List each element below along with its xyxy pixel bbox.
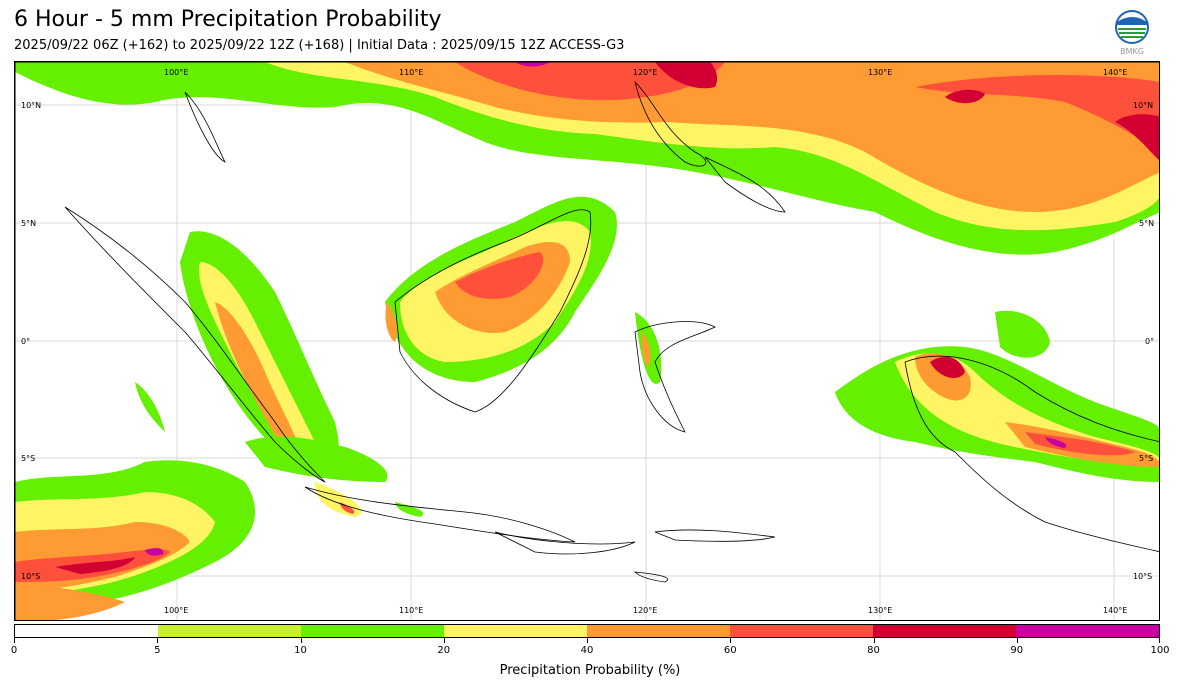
colorbar-tick bbox=[1016, 638, 1018, 643]
colorbar-tick bbox=[300, 638, 302, 643]
chart-title: 6 Hour - 5 mm Precipitation Probability bbox=[14, 7, 442, 32]
colorbar-tick-label: 90 bbox=[1010, 645, 1024, 656]
lat-label-right: 10°S bbox=[1133, 572, 1153, 581]
colorbar-tick-label: 80 bbox=[867, 645, 880, 656]
lon-label-bottom: 100°E bbox=[164, 606, 189, 615]
lat-label-left: 5°N bbox=[21, 219, 37, 228]
colorbar-segment bbox=[301, 625, 444, 637]
lon-label-top: 120°E bbox=[633, 68, 658, 77]
bmkg-logo: BMKG bbox=[1115, 10, 1149, 56]
colorbar-tick bbox=[14, 638, 15, 643]
colorbar-tick-label: 20 bbox=[437, 645, 451, 656]
lon-label-bottom: 140°E bbox=[1103, 606, 1128, 615]
colorbar-segment bbox=[444, 625, 587, 637]
precip-borneo bbox=[385, 196, 617, 382]
lat-label-left: 5°S bbox=[21, 454, 36, 463]
colorbar-tick bbox=[730, 638, 732, 643]
lon-label-bottom: 130°E bbox=[868, 606, 893, 615]
colorbar-segment bbox=[587, 625, 730, 637]
lat-label-left: 0° bbox=[21, 337, 31, 346]
colorbar-tick-label: 100 bbox=[1150, 645, 1170, 656]
lon-label-bottom: 110°E bbox=[399, 606, 424, 615]
colorbar-tick bbox=[157, 638, 159, 643]
precip-papua bbox=[835, 310, 1159, 482]
colorbar-tick bbox=[1159, 638, 1160, 643]
precip-southwest bbox=[15, 460, 255, 620]
colorbar-tick-label: 10 bbox=[294, 645, 307, 656]
precip-north-band bbox=[15, 62, 1159, 255]
lon-label-top: 110°E bbox=[399, 68, 424, 77]
lat-label-right: 0° bbox=[1145, 337, 1155, 346]
colorbar-segment bbox=[730, 625, 873, 637]
lon-label-top: 140°E bbox=[1103, 68, 1128, 77]
lat-label-right: 5°S bbox=[1139, 454, 1154, 463]
colorbar-tick-label: 5 bbox=[154, 645, 161, 656]
logo-text: BMKG bbox=[1120, 47, 1144, 56]
lon-label-top: 100°E bbox=[164, 68, 189, 77]
precip-map bbox=[15, 62, 1159, 620]
lat-label-left: 10°S bbox=[21, 572, 41, 581]
colorbar-tick-label: 0 bbox=[10, 645, 18, 656]
chart-subtitle: 2025/09/22 06Z (+162) to 2025/09/22 12Z … bbox=[14, 38, 625, 53]
lon-label-bottom: 120°E bbox=[633, 606, 658, 615]
colorbar-tick-label: 60 bbox=[723, 645, 737, 656]
lat-label-left: 10°N bbox=[21, 101, 42, 110]
colorbar-tick bbox=[873, 638, 875, 643]
lon-label-top: 130°E bbox=[868, 68, 893, 77]
coastlines bbox=[64, 80, 1159, 583]
colorbar-segment bbox=[1016, 625, 1159, 637]
colorbar-segment bbox=[873, 625, 1016, 637]
colorbar-tick bbox=[587, 638, 588, 643]
lat-label-right: 5°N bbox=[1139, 219, 1155, 228]
colorbar-segment bbox=[15, 625, 158, 637]
colorbar-tick-label: 40 bbox=[580, 645, 594, 656]
map-panel: 100°E 110°E 120°E 130°E 140°E 100°E 110°… bbox=[14, 61, 1160, 621]
colorbar bbox=[14, 624, 1160, 638]
colorbar-label: Precipitation Probability (%) bbox=[499, 663, 681, 678]
lat-label-right: 10°N bbox=[1133, 101, 1154, 110]
colorbar-segment bbox=[158, 625, 301, 637]
colorbar-tick bbox=[443, 638, 445, 643]
